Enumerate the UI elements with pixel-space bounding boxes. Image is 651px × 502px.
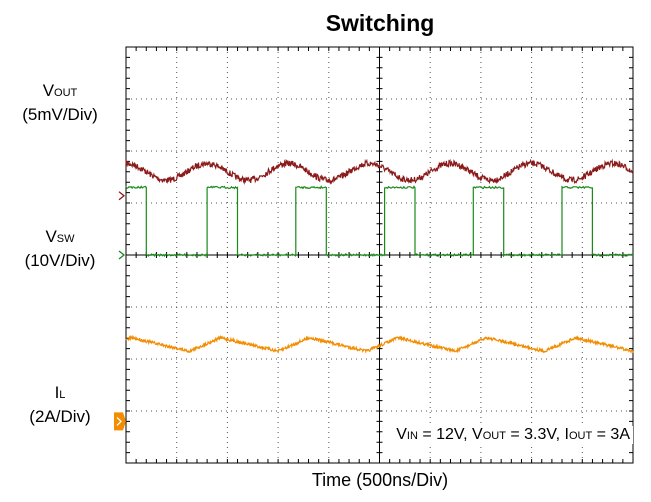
vsw-scale: (10V/Div): [24, 251, 96, 270]
vin-symbol: V: [396, 426, 407, 443]
vout-channel-label: VOUT (5mV/Div): [0, 80, 120, 126]
x-axis-label: Time (500ns/Div): [311, 470, 449, 490]
l-ground-marker-arrow: [116, 416, 122, 426]
iout-subscript: OUT: [568, 430, 593, 442]
vout-subscript: OUT: [54, 87, 78, 99]
il-channel-label: IL (2A/Div): [0, 382, 120, 428]
vout-cond-value: = 3.3V,: [505, 426, 565, 443]
vsw-channel-label: VSW (10V/Div): [0, 226, 120, 272]
sw-trace: [125, 184, 634, 258]
il-subscript: L: [59, 389, 66, 401]
out-ground-marker: [118, 191, 126, 201]
vout-scale: (5mV/Div): [22, 105, 98, 124]
vout-symbol: V: [42, 81, 55, 100]
operating-conditions: VIN = 12V, VOUT = 3.3V, IOUT = 3A: [393, 426, 633, 444]
vin-subscript: IN: [406, 430, 418, 442]
vsw-symbol: V: [45, 227, 57, 246]
vout-cond-subscript: OUT: [482, 430, 506, 442]
out-trace: [125, 158, 634, 185]
minor-ticks: [125, 46, 634, 464]
vout-cond-symbol: V: [472, 426, 483, 443]
vin-value: = 12V,: [417, 426, 473, 443]
sw-ground-marker: [118, 250, 126, 260]
iout-value: = 3A: [592, 426, 630, 443]
il-scale: (2A/Div): [29, 407, 91, 426]
chart-title: Switching: [325, 10, 435, 36]
iout-symbol: I: [564, 426, 569, 443]
vsw-subscript: SW: [56, 233, 75, 245]
l-ground-marker: [114, 412, 126, 431]
l-trace: [125, 334, 634, 355]
il-symbol: I: [54, 383, 60, 402]
